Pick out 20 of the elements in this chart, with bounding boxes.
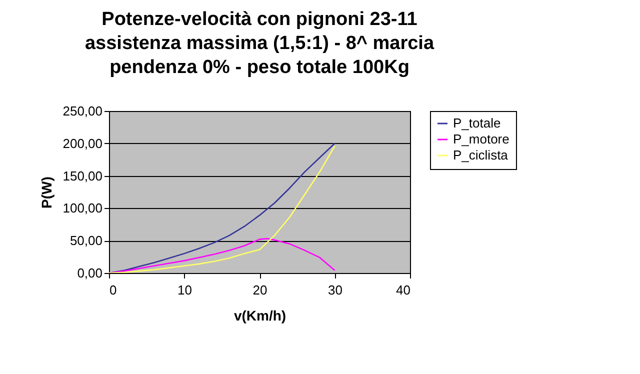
x-tick-label: 10 xyxy=(178,282,192,298)
y-tick-label: 0,00 xyxy=(77,266,102,280)
x-axis-title: v(Km/h) xyxy=(234,308,286,324)
x-tick-label: 30 xyxy=(328,282,342,298)
y-tick-label: 100,00 xyxy=(62,200,102,216)
y-tick-label: 150,00 xyxy=(62,168,102,184)
y-tick-label: 250,00 xyxy=(62,104,102,118)
x-tick-label: 20 xyxy=(252,282,268,298)
text: Potenze-velocità con pignoni 23-11 xyxy=(102,9,418,30)
legend-label: P_ciclista xyxy=(453,148,509,162)
x-tick-label: 40 xyxy=(396,282,410,298)
x-tick-label: 0 xyxy=(110,282,117,298)
legend-label: P_totale xyxy=(453,116,501,130)
text: pendenza 0% - peso totale 100Kg xyxy=(110,57,410,78)
y-axis-title: P(W) xyxy=(38,176,55,208)
line-series xyxy=(109,238,336,273)
legend-label: P_motore xyxy=(453,132,510,146)
text: assistenza massima (1,5:1) - 8^ marcia xyxy=(84,33,434,54)
y-tick-label: 200,00 xyxy=(62,136,102,151)
y-tick-label: 50,00 xyxy=(70,233,102,248)
